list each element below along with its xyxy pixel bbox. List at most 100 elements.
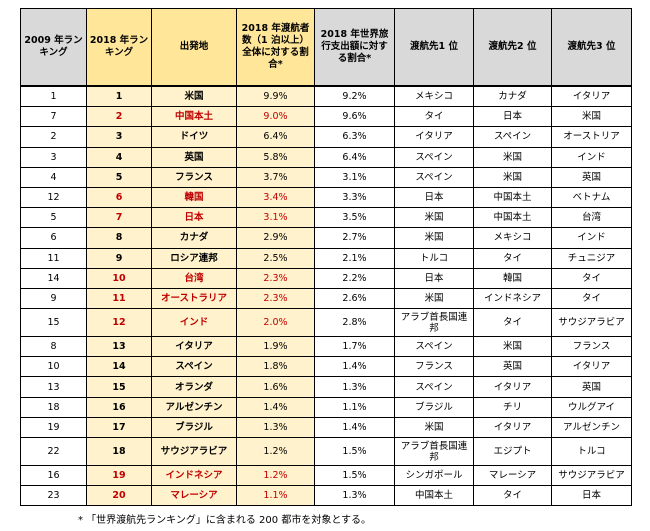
destination-2-cell: 英国	[473, 356, 552, 378]
header-destination-1: 渡航先1 位	[394, 8, 474, 87]
destination-2-cell: イタリア	[473, 416, 552, 439]
destination-2-cell: カナダ	[473, 85, 552, 108]
origin-cell: サウジアラビア	[151, 437, 237, 466]
rank-2018-cell: 15	[86, 376, 152, 398]
destination-2-cell: 米国	[473, 336, 552, 358]
traveler-share-cell: 9.9%	[236, 85, 315, 108]
header-destination-2: 渡航先2 位	[473, 8, 552, 87]
destination-2-cell: 中国本土	[473, 207, 552, 229]
origin-cell: インド	[151, 308, 237, 338]
origin-cell: 英国	[151, 146, 237, 168]
destination-3-cell: 日本	[551, 485, 632, 507]
destination-2-cell: イタリア	[473, 376, 552, 398]
destination-2-cell: 米国	[473, 166, 552, 188]
destination-2-cell: 韓国	[473, 267, 552, 289]
rank-2009-cell: 1	[20, 85, 87, 108]
spending-share-cell: 3.3%	[314, 186, 395, 209]
traveler-share-cell: 2.5%	[236, 247, 315, 269]
destination-3-cell: 米国	[551, 106, 632, 128]
destination-2-cell: エジプト	[473, 437, 552, 466]
rank-2009-cell: 15	[20, 308, 87, 338]
origin-cell: インドネシア	[151, 464, 237, 487]
destination-1-cell: アラブ首長国連邦	[394, 308, 474, 338]
ranking-table: 2009 年ランキング 2018 年ランキング 出発地 2018 年渡航者数（1…	[20, 8, 632, 507]
rank-2018-cell: 9	[86, 247, 152, 269]
table-row: 2 3 ドイツ 6.4% 6.3% イタリア スペイン オーストリア	[20, 126, 632, 148]
destination-1-cell: スペイン	[394, 376, 474, 398]
table-row: 16 19 インドネシア 1.2% 1.5% シンガポール マレーシア サウジアラビア	[20, 464, 632, 487]
origin-cell: 台湾	[151, 267, 237, 289]
table-row: 5 7 日本 3.1% 3.5% 米国 中国本土 台湾	[20, 207, 632, 229]
origin-cell: 米国	[151, 85, 237, 108]
rank-2009-cell: 6	[20, 227, 87, 249]
rank-2018-cell: 12	[86, 308, 152, 338]
origin-cell: イタリア	[151, 336, 237, 358]
traveler-share-cell: 2.0%	[236, 308, 315, 338]
destination-2-cell: マレーシア	[473, 464, 552, 487]
spending-share-cell: 2.8%	[314, 308, 395, 338]
header-share-travelers: 2018 年渡航者数（1 泊以上）全体に対する割合*	[236, 8, 315, 87]
destination-2-cell: タイ	[473, 308, 552, 338]
spending-share-cell: 1.3%	[314, 485, 395, 507]
rank-2009-cell: 22	[20, 437, 87, 466]
traveler-share-cell: 1.1%	[236, 485, 315, 507]
rank-2009-cell: 2	[20, 126, 87, 148]
destination-2-cell: 中国本土	[473, 186, 552, 209]
header-rank-2009: 2009 年ランキング	[20, 8, 87, 87]
destination-2-cell: タイ	[473, 485, 552, 507]
header-row: 2009 年ランキング 2018 年ランキング 出発地 2018 年渡航者数（1…	[20, 8, 632, 87]
origin-cell: 日本	[151, 207, 237, 229]
traveler-share-cell: 3.7%	[236, 166, 315, 188]
traveler-share-cell: 2.3%	[236, 287, 315, 310]
rank-2009-cell: 16	[20, 464, 87, 487]
table-row: 23 20 マレーシア 1.1% 1.3% 中国本土 タイ 日本	[20, 485, 632, 507]
rank-2018-cell: 7	[86, 207, 152, 229]
destination-3-cell: ベトナム	[551, 186, 632, 209]
destination-3-cell: オーストリア	[551, 126, 632, 148]
spending-share-cell: 6.3%	[314, 126, 395, 148]
spending-share-cell: 2.2%	[314, 267, 395, 289]
table-row: 12 6 韓国 3.4% 3.3% 日本 中国本土 ベトナム	[20, 186, 632, 209]
origin-cell: ブラジル	[151, 416, 237, 439]
rank-2009-cell: 3	[20, 146, 87, 168]
rank-2009-cell: 12	[20, 186, 87, 209]
rank-2018-cell: 14	[86, 356, 152, 378]
rank-2018-cell: 2	[86, 106, 152, 128]
spending-share-cell: 1.3%	[314, 376, 395, 398]
destination-1-cell: 米国	[394, 207, 474, 229]
rank-2009-cell: 8	[20, 336, 87, 358]
spending-share-cell: 2.7%	[314, 227, 395, 249]
destination-1-cell: シンガポール	[394, 464, 474, 487]
rank-2018-cell: 6	[86, 186, 152, 209]
rank-2018-cell: 18	[86, 437, 152, 466]
destination-3-cell: 英国	[551, 166, 632, 188]
origin-cell: マレーシア	[151, 485, 237, 507]
traveler-share-cell: 1.8%	[236, 356, 315, 378]
origin-cell: カナダ	[151, 227, 237, 249]
destination-3-cell: サウジアラビア	[551, 308, 632, 338]
destination-2-cell: 日本	[473, 106, 552, 128]
traveler-share-cell: 9.0%	[236, 106, 315, 128]
rank-2009-cell: 10	[20, 356, 87, 378]
traveler-share-cell: 2.9%	[236, 227, 315, 249]
origin-cell: オランダ	[151, 376, 237, 398]
table-row: 4 5 フランス 3.7% 3.1% スペイン 米国 英国	[20, 166, 632, 188]
destination-1-cell: 日本	[394, 267, 474, 289]
table-row: 9 11 オーストラリア 2.3% 2.6% 米国 インドネシア タイ	[20, 287, 632, 310]
destination-3-cell: トルコ	[551, 437, 632, 466]
destination-3-cell: サウジアラビア	[551, 464, 632, 487]
destination-2-cell: インドネシア	[473, 287, 552, 310]
origin-cell: 韓国	[151, 186, 237, 209]
spending-share-cell: 1.5%	[314, 437, 395, 466]
traveler-share-cell: 2.3%	[236, 267, 315, 289]
footnote: * 「世界渡航先ランキング」に含まれる 200 都市を対象とする。	[78, 515, 372, 526]
destination-3-cell: チュニジア	[551, 247, 632, 269]
destination-1-cell: スペイン	[394, 336, 474, 358]
traveler-share-cell: 1.2%	[236, 437, 315, 466]
traveler-share-cell: 3.1%	[236, 207, 315, 229]
traveler-share-cell: 1.4%	[236, 396, 315, 418]
traveler-share-cell: 6.4%	[236, 126, 315, 148]
spending-share-cell: 9.2%	[314, 85, 395, 108]
destination-3-cell: イタリア	[551, 85, 632, 108]
table-row: 13 15 オランダ 1.6% 1.3% スペイン イタリア 英国	[20, 376, 632, 398]
